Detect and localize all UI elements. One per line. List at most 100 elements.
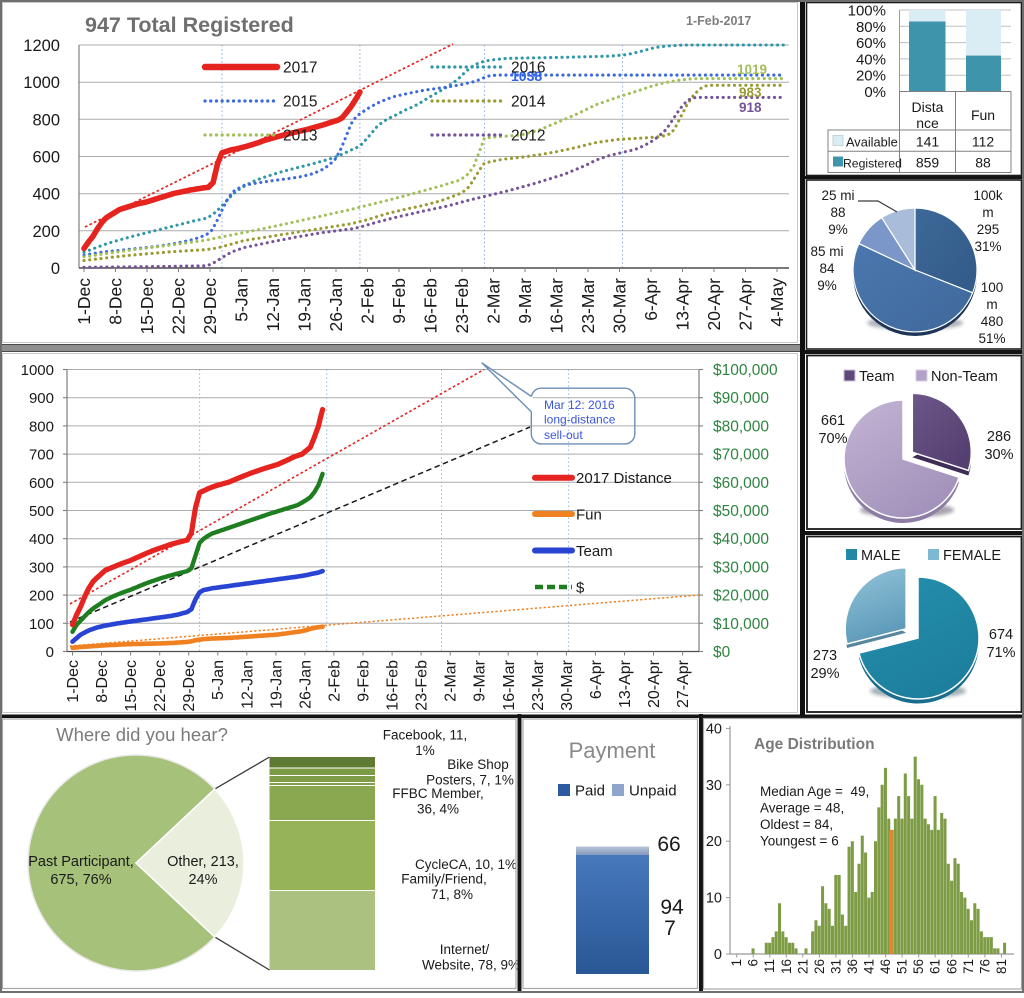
svg-text:26: 26 (812, 959, 827, 974)
svg-text:800: 800 (32, 111, 60, 129)
svg-text:sell-out: sell-out (544, 428, 583, 442)
svg-text:1200: 1200 (23, 37, 60, 55)
svg-text:100%: 100% (848, 3, 886, 20)
svg-text:400: 400 (32, 186, 60, 204)
svg-text:6: 6 (746, 959, 761, 967)
svg-text:m: m (986, 297, 997, 312)
svg-text:24%: 24% (188, 872, 217, 888)
svg-text:31: 31 (828, 959, 843, 974)
svg-text:$: $ (576, 580, 585, 597)
svg-text:85 mi: 85 mi (810, 244, 843, 259)
svg-text:Where did you hear?: Where did you hear? (56, 724, 228, 745)
svg-text:1%: 1% (415, 743, 435, 758)
svg-text:29%: 29% (810, 666, 839, 682)
svg-text:600: 600 (32, 149, 60, 167)
svg-text:5-Jan: 5-Jan (232, 278, 252, 322)
svg-text:600: 600 (29, 475, 54, 492)
svg-text:22-Dec: 22-Dec (169, 278, 189, 335)
svg-text:Other, 213,: Other, 213, (167, 854, 239, 870)
svg-text:88: 88 (975, 155, 991, 171)
svg-text:$20,000: $20,000 (713, 588, 769, 605)
svg-text:12-Jan: 12-Jan (239, 660, 256, 709)
svg-text:66: 66 (657, 833, 680, 856)
svg-text:674: 674 (989, 627, 1013, 643)
svg-text:61: 61 (928, 959, 943, 974)
svg-text:295: 295 (977, 222, 1000, 237)
svg-text:Fun: Fun (971, 107, 995, 123)
svg-text:0: 0 (46, 644, 54, 661)
svg-text:8-Dec: 8-Dec (94, 660, 111, 703)
svg-text:200: 200 (29, 588, 54, 605)
svg-text:27-Apr: 27-Apr (675, 659, 692, 708)
svg-text:9%: 9% (817, 278, 837, 293)
svg-text:983: 983 (739, 85, 762, 100)
svg-text:19-Jan: 19-Jan (268, 660, 285, 709)
svg-text:918: 918 (739, 100, 762, 115)
svg-text:$80,000: $80,000 (713, 418, 769, 435)
svg-text:20%: 20% (856, 68, 886, 85)
svg-text:m: m (982, 205, 993, 220)
svg-text:46: 46 (878, 959, 893, 974)
svg-text:Youngest = 6: Youngest = 6 (760, 834, 839, 849)
svg-text:8-Dec: 8-Dec (106, 278, 126, 325)
svg-text:Team: Team (576, 543, 613, 560)
svg-text:40%: 40% (856, 51, 886, 68)
svg-text:80%: 80% (856, 19, 886, 36)
svg-text:Bike Shop: Bike Shop (447, 757, 509, 772)
svg-text:1-Dec: 1-Dec (65, 660, 82, 703)
svg-text:76: 76 (977, 959, 992, 974)
svg-text:Average = 48,: Average = 48, (760, 801, 844, 816)
svg-text:400: 400 (29, 531, 54, 548)
svg-text:2-Feb: 2-Feb (358, 278, 378, 324)
svg-text:7: 7 (664, 917, 676, 940)
svg-text:16-Mar: 16-Mar (547, 278, 567, 334)
svg-text:$0: $0 (713, 644, 731, 661)
svg-text:1000: 1000 (23, 74, 60, 92)
svg-text:2017 Distance: 2017 Distance (576, 470, 672, 487)
svg-text:CycleCA, 10, 1%: CycleCA, 10, 1% (415, 857, 517, 872)
svg-text:16-Mar: 16-Mar (501, 659, 518, 710)
svg-text:947 Total Registered: 947 Total Registered (85, 13, 294, 37)
svg-text:Facebook, 11,: Facebook, 11, (383, 728, 468, 743)
svg-text:23-Mar: 23-Mar (530, 659, 547, 710)
svg-text:29-Dec: 29-Dec (200, 278, 220, 335)
svg-text:FEMALE: FEMALE (943, 548, 1001, 564)
svg-text:Family/Friend,: Family/Friend, (401, 872, 487, 887)
svg-text:500: 500 (29, 503, 54, 520)
svg-text:36: 36 (845, 959, 860, 974)
svg-text:2012: 2012 (511, 128, 545, 145)
svg-text:0: 0 (51, 260, 60, 278)
svg-text:Unpaid: Unpaid (629, 783, 677, 800)
svg-text:1000: 1000 (21, 362, 54, 379)
svg-text:20: 20 (706, 834, 722, 850)
svg-text:Available: Available (846, 135, 898, 150)
svg-text:23-Mar: 23-Mar (578, 278, 598, 334)
svg-text:12-Jan: 12-Jan (263, 278, 283, 332)
svg-text:700: 700 (29, 447, 54, 464)
svg-text:6-Apr: 6-Apr (641, 278, 661, 321)
svg-text:$90,000: $90,000 (713, 390, 769, 407)
svg-text:675, 76%: 675, 76% (50, 872, 111, 888)
svg-text:41: 41 (862, 959, 877, 974)
svg-text:19-Jan: 19-Jan (295, 278, 315, 332)
svg-text:112: 112 (972, 134, 995, 150)
svg-text:30-Mar: 30-Mar (610, 278, 630, 334)
svg-text:100k: 100k (973, 188, 1003, 203)
svg-text:71, 8%: 71, 8% (431, 887, 473, 902)
svg-text:51%: 51% (978, 331, 1005, 346)
svg-text:9%: 9% (828, 222, 848, 237)
svg-text:9-Feb: 9-Feb (389, 278, 409, 324)
svg-text:Dista: Dista (912, 99, 944, 115)
svg-text:200: 200 (32, 223, 60, 241)
svg-text:800: 800 (29, 418, 54, 435)
svg-text:40: 40 (706, 721, 722, 737)
svg-text:2015: 2015 (283, 94, 317, 111)
svg-text:Non-Team: Non-Team (931, 369, 998, 385)
svg-text:100: 100 (981, 280, 1004, 295)
svg-text:27-Apr: 27-Apr (736, 278, 756, 331)
svg-text:$40,000: $40,000 (713, 531, 769, 548)
svg-text:$10,000: $10,000 (713, 616, 769, 633)
svg-text:long-distance: long-distance (544, 413, 616, 427)
svg-text:859: 859 (916, 155, 940, 171)
svg-text:141: 141 (916, 134, 940, 150)
